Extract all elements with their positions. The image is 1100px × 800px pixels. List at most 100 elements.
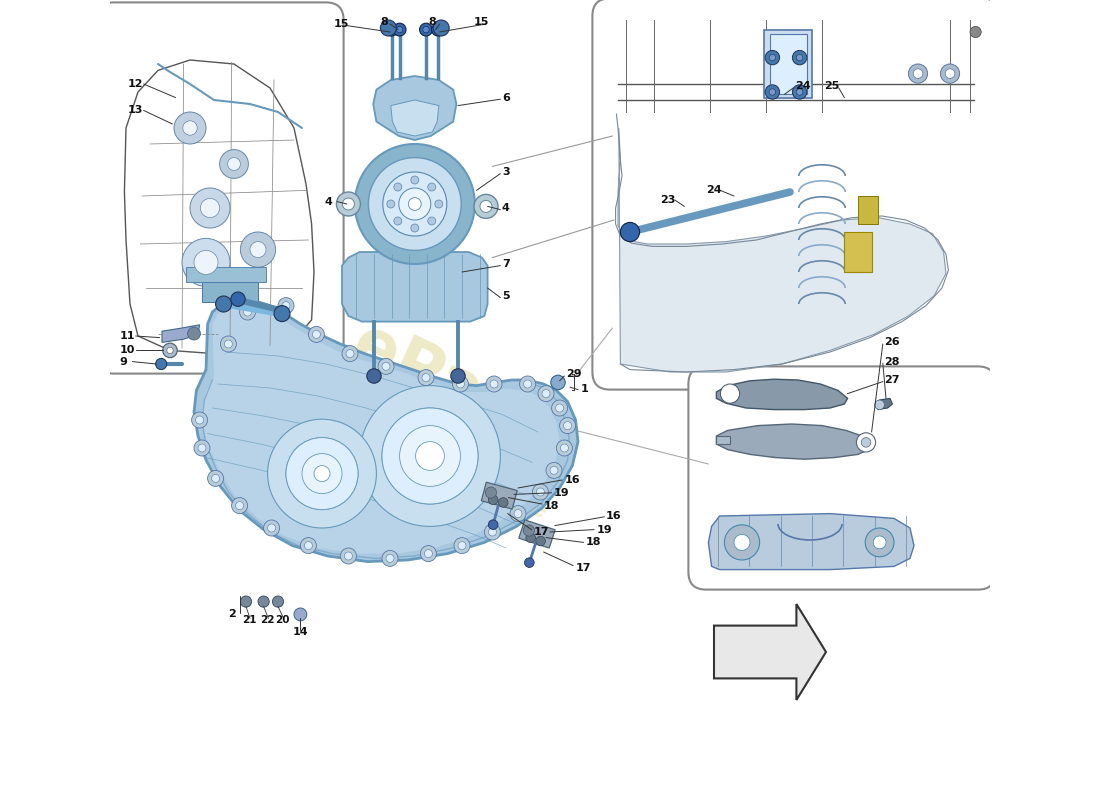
- Circle shape: [560, 418, 575, 434]
- Circle shape: [174, 112, 206, 144]
- Circle shape: [425, 550, 432, 558]
- Circle shape: [766, 85, 780, 99]
- Polygon shape: [390, 100, 439, 136]
- Circle shape: [308, 326, 324, 342]
- Text: 9: 9: [120, 357, 128, 366]
- Circle shape: [182, 238, 230, 286]
- Polygon shape: [162, 325, 199, 342]
- Circle shape: [273, 596, 284, 607]
- Circle shape: [183, 121, 197, 135]
- Circle shape: [792, 50, 806, 65]
- Text: 7: 7: [502, 259, 509, 269]
- Circle shape: [381, 20, 396, 36]
- Text: 2: 2: [229, 610, 236, 619]
- Circle shape: [532, 484, 549, 500]
- Circle shape: [344, 552, 352, 560]
- Circle shape: [418, 370, 434, 386]
- Circle shape: [525, 558, 535, 567]
- Circle shape: [970, 26, 981, 38]
- Bar: [770, 34, 806, 94]
- Circle shape: [366, 369, 382, 383]
- Circle shape: [224, 340, 232, 348]
- Circle shape: [399, 426, 461, 486]
- Circle shape: [191, 412, 208, 428]
- Circle shape: [232, 498, 248, 514]
- Text: a parts: a parts: [342, 402, 486, 494]
- Circle shape: [857, 433, 876, 452]
- Circle shape: [278, 298, 294, 314]
- Polygon shape: [342, 252, 487, 322]
- Circle shape: [286, 438, 358, 510]
- Circle shape: [342, 346, 358, 362]
- Circle shape: [434, 26, 441, 33]
- Circle shape: [241, 232, 276, 267]
- Text: 14: 14: [293, 627, 308, 637]
- Circle shape: [208, 470, 223, 486]
- Circle shape: [796, 54, 803, 61]
- Circle shape: [524, 525, 535, 536]
- Circle shape: [486, 376, 502, 392]
- Circle shape: [557, 440, 572, 456]
- Circle shape: [519, 376, 536, 392]
- Circle shape: [536, 536, 546, 546]
- Circle shape: [451, 369, 465, 383]
- Circle shape: [420, 546, 437, 562]
- Polygon shape: [708, 514, 914, 570]
- Circle shape: [725, 525, 760, 560]
- Circle shape: [267, 524, 276, 532]
- Circle shape: [458, 542, 466, 550]
- Circle shape: [196, 416, 204, 424]
- Circle shape: [792, 85, 806, 99]
- Circle shape: [874, 400, 884, 410]
- Circle shape: [194, 440, 210, 456]
- Circle shape: [720, 384, 739, 403]
- Text: 16: 16: [606, 511, 621, 521]
- Ellipse shape: [480, 200, 492, 212]
- Circle shape: [368, 158, 461, 250]
- Text: 22: 22: [261, 615, 275, 625]
- FancyBboxPatch shape: [97, 2, 343, 374]
- Circle shape: [408, 198, 421, 210]
- Circle shape: [428, 183, 436, 191]
- Circle shape: [873, 536, 886, 549]
- Circle shape: [796, 89, 803, 95]
- Circle shape: [422, 374, 430, 382]
- Circle shape: [524, 380, 531, 388]
- Text: 27: 27: [884, 375, 900, 385]
- Circle shape: [382, 550, 398, 566]
- Circle shape: [866, 528, 894, 557]
- Text: 13: 13: [128, 106, 143, 115]
- Circle shape: [945, 69, 955, 78]
- Text: 23: 23: [660, 195, 675, 205]
- Circle shape: [550, 466, 558, 474]
- Circle shape: [282, 302, 290, 310]
- Circle shape: [386, 554, 394, 562]
- FancyBboxPatch shape: [593, 0, 1000, 390]
- Circle shape: [382, 408, 478, 504]
- Ellipse shape: [337, 192, 361, 216]
- Text: 26: 26: [884, 338, 900, 347]
- Circle shape: [294, 608, 307, 621]
- Circle shape: [542, 390, 550, 398]
- Circle shape: [382, 362, 390, 370]
- Circle shape: [546, 462, 562, 478]
- Circle shape: [940, 64, 959, 83]
- Ellipse shape: [474, 194, 498, 218]
- Circle shape: [228, 158, 241, 170]
- Circle shape: [393, 23, 406, 36]
- Circle shape: [769, 54, 776, 61]
- Circle shape: [563, 422, 572, 430]
- Text: 8: 8: [428, 18, 436, 27]
- Circle shape: [258, 596, 270, 607]
- Circle shape: [163, 343, 177, 358]
- Circle shape: [766, 50, 780, 65]
- Circle shape: [250, 242, 266, 258]
- Circle shape: [388, 26, 395, 33]
- Circle shape: [340, 548, 356, 564]
- Circle shape: [155, 358, 167, 370]
- Circle shape: [216, 296, 232, 312]
- Circle shape: [387, 200, 395, 208]
- Circle shape: [211, 474, 220, 482]
- Circle shape: [734, 534, 750, 550]
- Bar: [764, 30, 813, 98]
